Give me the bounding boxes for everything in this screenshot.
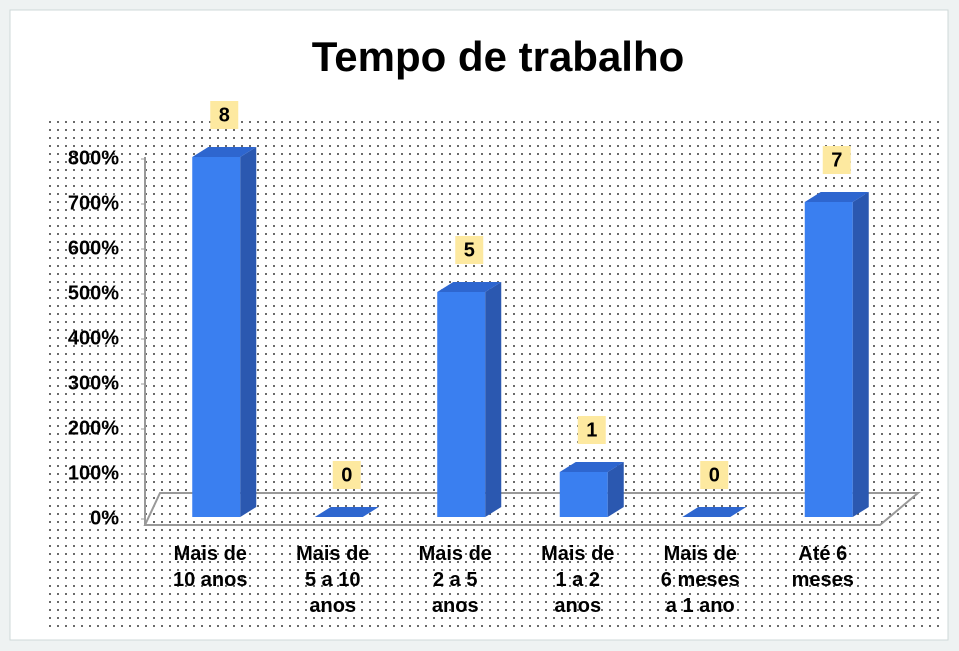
value-label: 0 xyxy=(709,464,720,486)
y-tick-label: 800% xyxy=(68,147,119,169)
x-tick-label-line: anos xyxy=(554,595,601,617)
bar xyxy=(437,282,502,517)
x-tick-label-line: 2 a 5 xyxy=(433,569,477,591)
bar-front xyxy=(192,157,241,517)
y-tick-label: 600% xyxy=(68,237,119,259)
x-tick-label-line: Mais de xyxy=(419,543,492,565)
bar-top xyxy=(437,282,502,292)
x-tick-label: Mais de 10 anos xyxy=(173,543,247,591)
x-tick-label-line: anos xyxy=(432,595,479,617)
chart-title: Tempo de trabalho xyxy=(312,33,685,80)
bar xyxy=(559,462,624,517)
value-label-box xyxy=(822,146,851,174)
x-tick-label-line: Mais de xyxy=(664,543,737,565)
bar-side xyxy=(240,147,257,517)
plot: 0% 100% 200% 300% 400% 500% 600% 700% 800% 8 Mais … xyxy=(68,101,921,617)
bar xyxy=(192,147,257,517)
y-tick-label: 300% xyxy=(68,372,119,394)
value-label-box xyxy=(332,461,361,489)
value-label-box xyxy=(577,416,606,444)
x-tick-label-line: Até 6 xyxy=(798,543,847,565)
bar-top xyxy=(192,147,257,157)
x-tick-label-line: 1 a 2 xyxy=(556,569,600,591)
bar-front xyxy=(559,472,608,517)
x-tick-label-line: a 1 ano xyxy=(666,595,735,617)
x-tick-label-line: Mais de xyxy=(541,543,614,565)
y-tick-label: 100% xyxy=(68,462,119,484)
y-tick-label: 0% xyxy=(90,507,119,529)
value-label: 5 xyxy=(464,239,475,261)
x-tick-label-line: 6 meses xyxy=(661,569,740,591)
value-label: 8 xyxy=(219,104,230,126)
value-label: 7 xyxy=(831,149,842,171)
bar xyxy=(804,192,869,517)
x-tick-label: Mais de 1 a 2 anos xyxy=(541,543,614,617)
x-tick-label-line: 5 a 10 xyxy=(305,569,361,591)
value-label-box xyxy=(700,461,729,489)
bar-top xyxy=(559,462,624,472)
bar-side xyxy=(607,462,624,517)
x-tick-label-line: anos xyxy=(309,595,356,617)
value-label: 1 xyxy=(586,419,597,441)
value-label-box xyxy=(455,236,484,264)
x-tick-label-line: Mais de xyxy=(296,543,369,565)
x-tick-label-line: Mais de xyxy=(174,543,247,565)
x-tick-label: Mais de 2 a 5 anos xyxy=(419,543,492,617)
bar-top xyxy=(314,507,379,517)
bar-top xyxy=(682,507,747,517)
x-tick-label-line: meses xyxy=(792,569,854,591)
y-tick-label: 500% xyxy=(68,282,119,304)
x-tick-label-line: 10 anos xyxy=(173,569,247,591)
value-label-box xyxy=(210,101,239,129)
bar-front xyxy=(804,202,853,517)
bar-side xyxy=(485,282,502,517)
bar-side xyxy=(852,192,869,517)
y-tick-label: 700% xyxy=(68,192,119,214)
value-label: 0 xyxy=(341,464,352,486)
x-tick-label: Até 6 meses xyxy=(792,543,854,591)
y-tick-label: 400% xyxy=(68,327,119,349)
x-tick-label: Mais de 6 meses a 1 ano xyxy=(661,543,740,617)
bar-top xyxy=(804,192,869,202)
bar xyxy=(314,507,379,517)
bar-front xyxy=(437,292,486,517)
bar xyxy=(682,507,747,517)
x-tick-label: Mais de 5 a 10 anos xyxy=(296,543,369,617)
floor xyxy=(143,492,921,526)
y-tick-label: 200% xyxy=(68,417,119,439)
